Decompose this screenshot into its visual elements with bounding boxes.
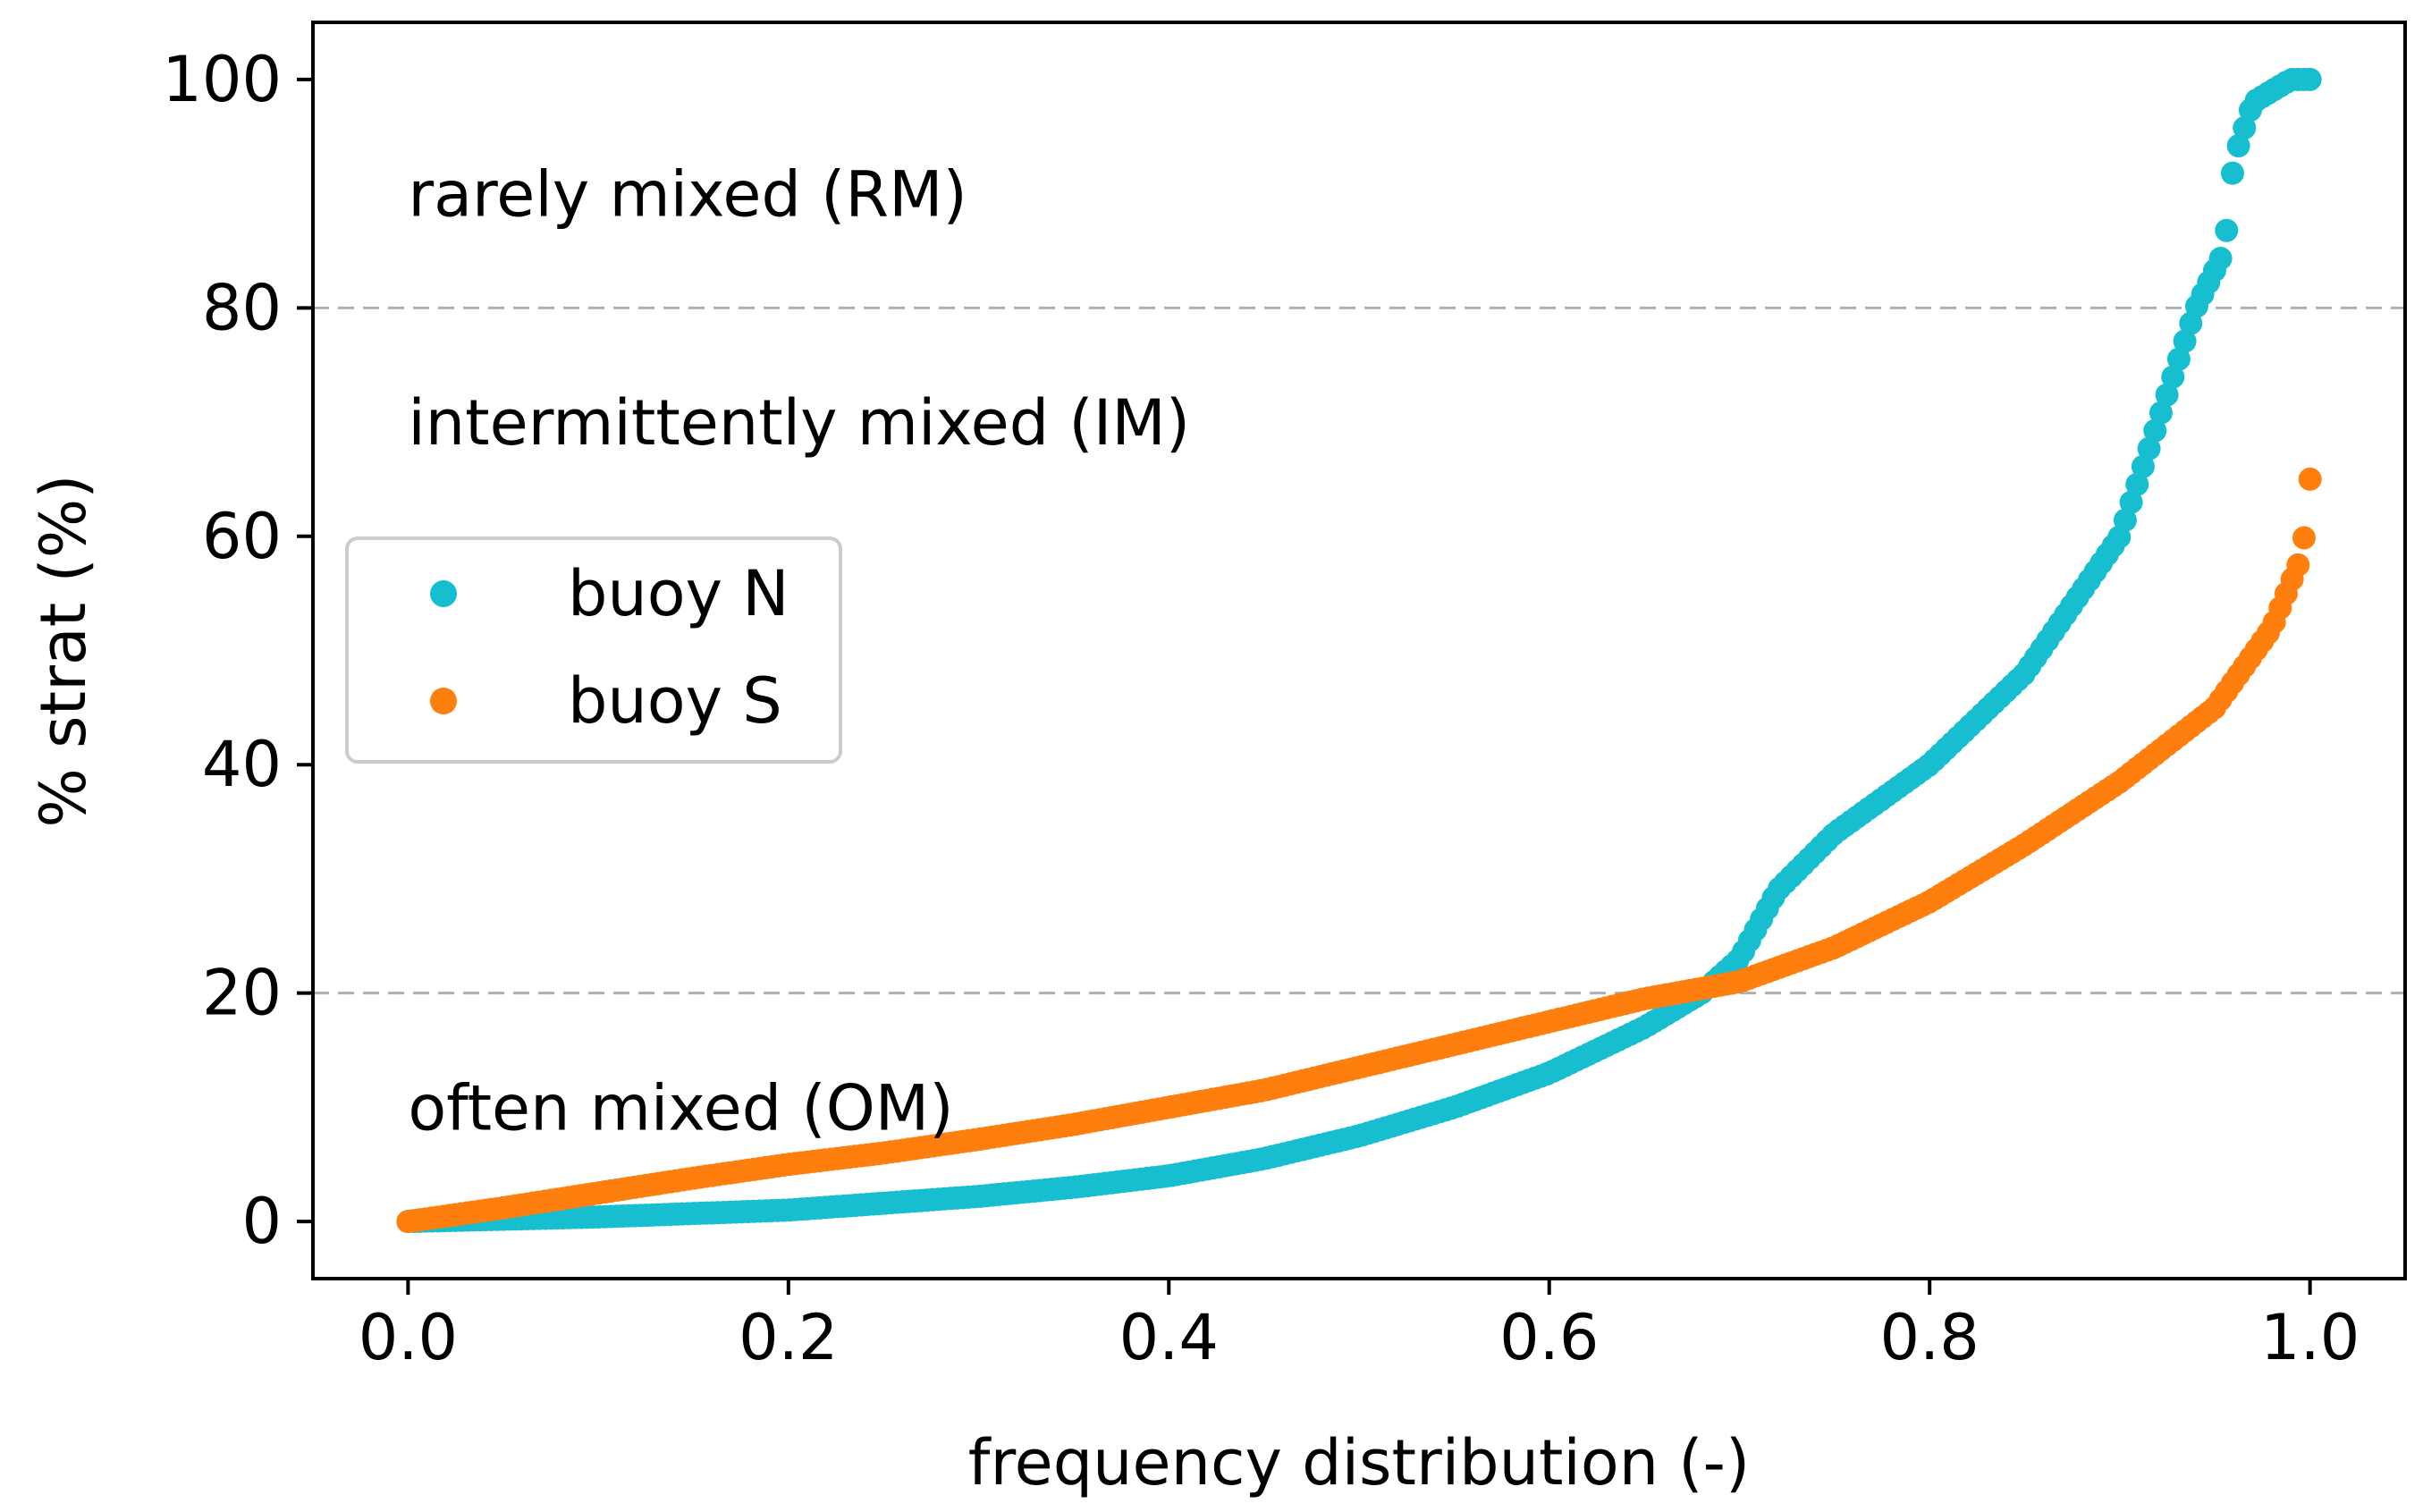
data-point (2149, 401, 2173, 425)
data-point (2131, 454, 2155, 478)
annotations-layer: rarely mixed (RM) intermittently mixed (I… (408, 158, 1190, 1145)
data-point (2298, 67, 2322, 91)
data-point (2208, 247, 2233, 271)
data-point (2161, 365, 2185, 389)
data-point (2143, 418, 2167, 443)
data-point (2166, 347, 2191, 371)
data-point (2226, 134, 2250, 158)
legend-label-buoy-s: buoy S (568, 664, 782, 738)
plot-frame (311, 21, 2407, 1280)
x-tick-label: 0.0 (359, 1301, 458, 1374)
legend: buoy N buoy S (345, 536, 842, 764)
data-point (2292, 526, 2316, 550)
x-tick-label: 1.0 (2260, 1301, 2360, 1374)
data-point (2215, 218, 2239, 242)
y-tick-label: 60 (202, 500, 282, 573)
x-axis-label: frequency distribution (-) (968, 1426, 1750, 1499)
data-point (2298, 467, 2322, 491)
data-point (2137, 436, 2161, 460)
legend-box (345, 536, 842, 764)
y-tick-label: 20 (202, 957, 282, 1030)
y-axis-label: % strat (%) (27, 474, 100, 827)
region-label: often mixed (OM) (408, 1071, 953, 1145)
x-axis-ticks: 0.0 0.2 0.4 0.6 0.8 1.0 (359, 1279, 2360, 1374)
legend-marker-buoy-s (430, 688, 457, 714)
reference-lines (313, 306, 2405, 995)
x-tick-label: 0.4 (1119, 1301, 1219, 1374)
data-point (2119, 490, 2143, 514)
data-point (2125, 472, 2149, 496)
legend-label-buoy-n: buoy N (568, 557, 789, 630)
data-point (2220, 161, 2244, 185)
x-tick-label: 0.8 (1880, 1301, 1980, 1374)
y-axis-ticks: 0 20 40 60 80 100 (162, 43, 313, 1258)
y-tick-label: 40 (202, 728, 282, 801)
x-tick-label: 0.2 (739, 1301, 838, 1374)
data-point (2286, 553, 2310, 577)
x-tick-label: 0.6 (1499, 1301, 1599, 1374)
data-point (2113, 508, 2137, 532)
legend-marker-buoy-n (430, 580, 457, 607)
y-tick-label: 100 (162, 43, 282, 116)
region-label: intermittently mixed (IM) (408, 386, 1190, 460)
y-tick-label: 0 (241, 1185, 282, 1258)
data-point (2155, 383, 2179, 407)
series-layer (396, 67, 2322, 1234)
y-tick-label: 80 (202, 271, 282, 344)
data-point (2173, 329, 2197, 353)
series-buoy-s (396, 467, 2322, 1234)
region-label: rarely mixed (RM) (408, 158, 967, 232)
data-point (2233, 116, 2257, 140)
